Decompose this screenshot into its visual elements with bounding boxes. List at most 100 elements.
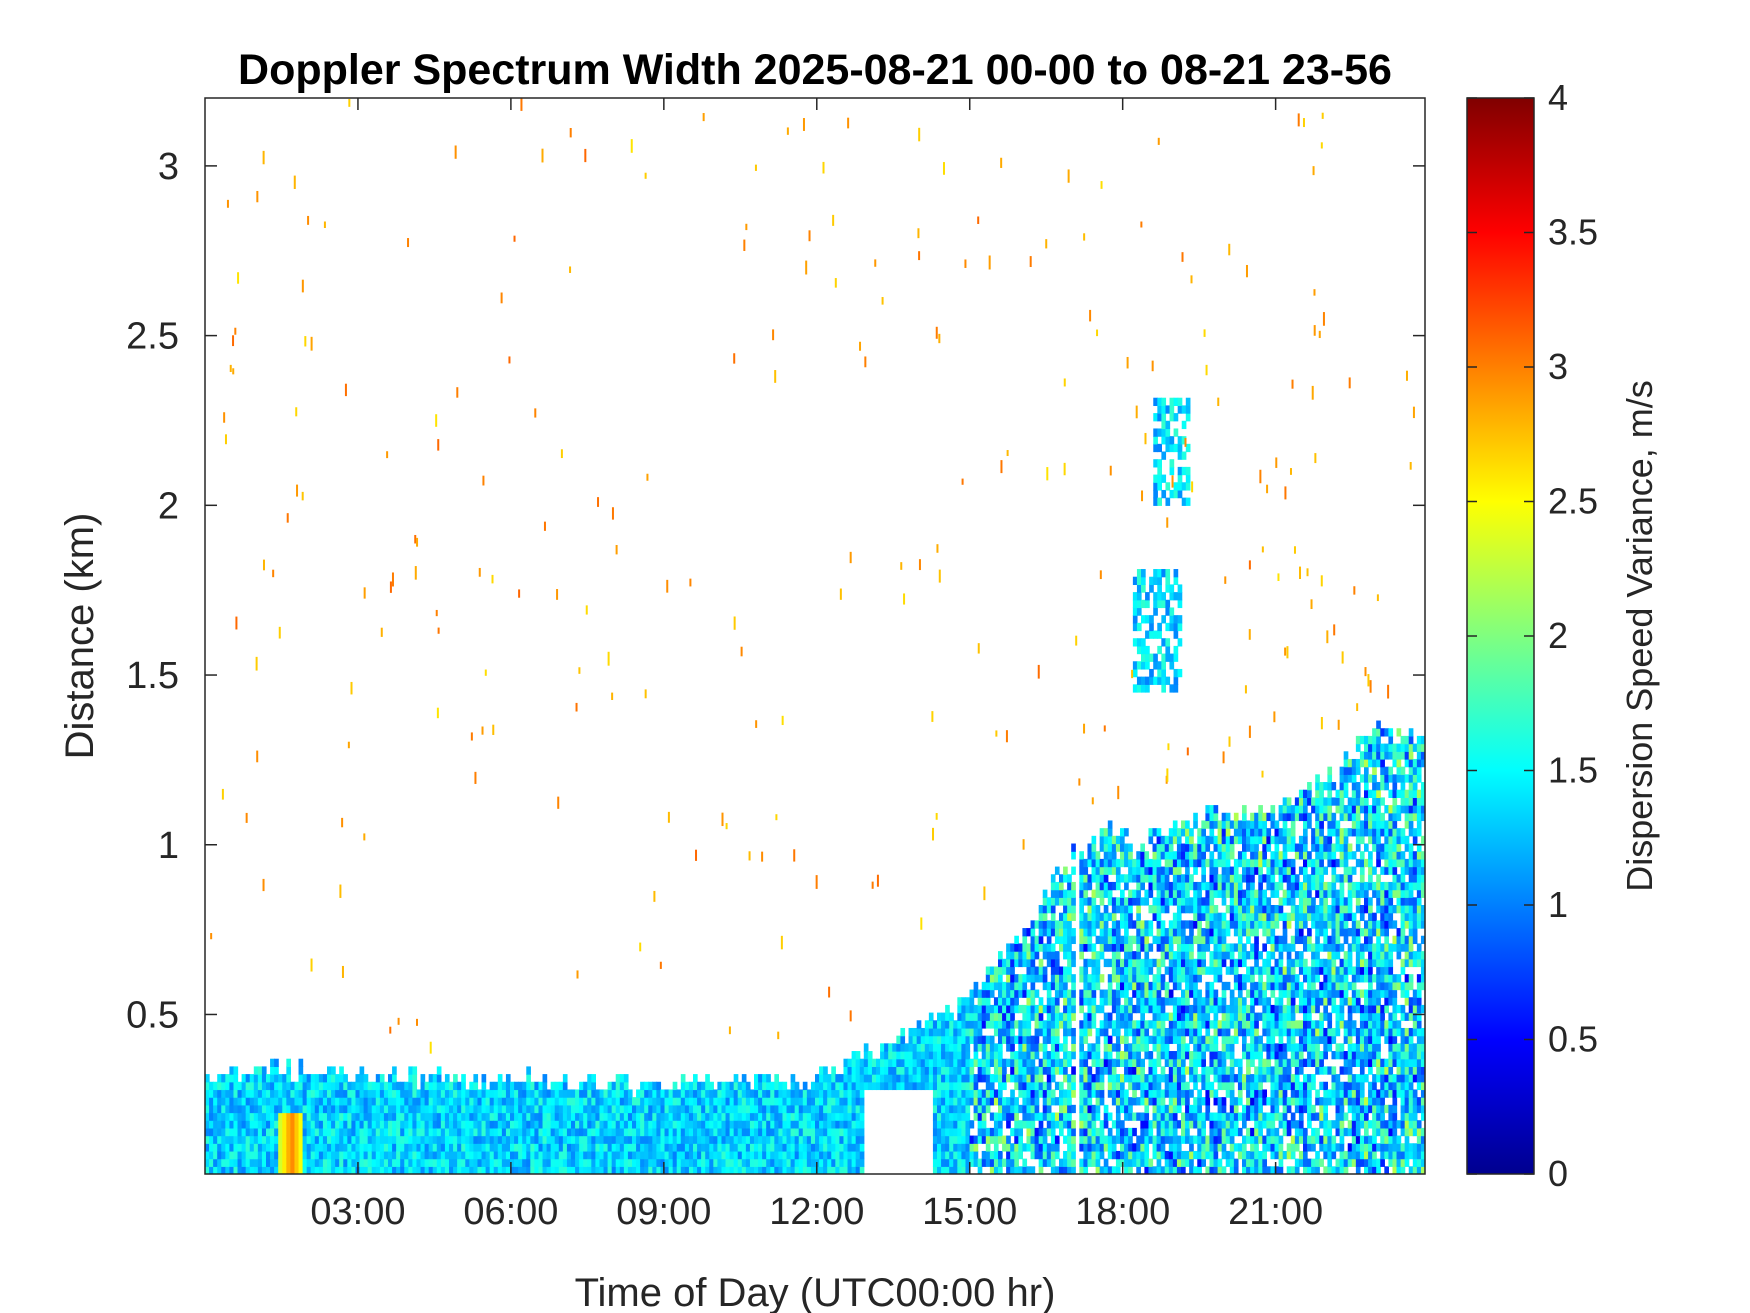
heatmap-cell bbox=[957, 1058, 962, 1067]
heatmap-cell bbox=[1091, 1127, 1097, 1137]
heatmap-cell bbox=[1229, 1120, 1235, 1129]
heatmap-cell bbox=[1152, 997, 1158, 1006]
heatmap-cell bbox=[1266, 935, 1272, 945]
heatmap-cell bbox=[684, 1143, 690, 1152]
heatmap-cell bbox=[1083, 1051, 1089, 1060]
heatmap-cell bbox=[444, 1143, 450, 1152]
heatmap-cell bbox=[1189, 958, 1194, 968]
heatmap-cell bbox=[1026, 1020, 1032, 1029]
heatmap-cell bbox=[314, 1150, 320, 1160]
heatmap-cell bbox=[1136, 858, 1141, 868]
heatmap-cell bbox=[1111, 958, 1117, 968]
heatmap-cell bbox=[1059, 1127, 1064, 1137]
heatmap-cell bbox=[1221, 1043, 1227, 1052]
heatmap-cell bbox=[1107, 820, 1113, 829]
heatmap-cell bbox=[611, 1120, 617, 1129]
heatmap-cell bbox=[1270, 805, 1276, 814]
heatmap-cell bbox=[355, 1081, 361, 1091]
heatmap-cell bbox=[1266, 958, 1272, 968]
heatmap-cell bbox=[1176, 997, 1182, 1006]
heatmap-cell bbox=[1026, 951, 1032, 960]
heatmap-cell bbox=[1148, 989, 1154, 998]
heatmap-cell bbox=[1278, 1020, 1284, 1029]
heatmap-cell bbox=[688, 1089, 694, 1098]
heatmap-cell bbox=[949, 1150, 954, 1160]
heatmap-cell bbox=[603, 1120, 609, 1129]
heatmap-cell bbox=[1160, 1027, 1166, 1037]
heatmap-cell bbox=[1209, 866, 1215, 875]
heatmap-cell bbox=[774, 1112, 779, 1121]
heatmap-cell bbox=[392, 1081, 397, 1091]
heatmap-cell bbox=[1213, 1135, 1219, 1144]
heatmap-cell bbox=[1168, 1051, 1174, 1060]
heatmap-cell bbox=[1079, 1027, 1084, 1037]
heatmap-cell bbox=[270, 1166, 275, 1174]
heatmap-cell bbox=[396, 1112, 401, 1121]
heatmap-cell bbox=[383, 1089, 389, 1098]
heatmap-cell bbox=[619, 1166, 625, 1174]
heatmap-cell bbox=[485, 1104, 491, 1114]
heatmap-cell bbox=[261, 1066, 267, 1075]
heatmap-cell bbox=[607, 1158, 613, 1167]
heatmap-cell bbox=[863, 1066, 869, 1075]
heatmap-cell bbox=[1201, 820, 1206, 829]
heatmap-cell bbox=[1128, 851, 1133, 860]
heatmap-cell bbox=[1181, 920, 1186, 929]
heatmap-cell bbox=[985, 974, 991, 983]
heatmap-cell bbox=[1201, 1051, 1206, 1060]
heatmap-cell bbox=[510, 1104, 515, 1114]
heatmap-cell bbox=[1099, 874, 1105, 883]
heatmap-cell bbox=[1160, 935, 1166, 945]
heatmap-cell bbox=[1095, 912, 1101, 921]
heatmap-cell bbox=[1213, 835, 1219, 845]
heatmap-cell bbox=[721, 1158, 727, 1167]
heatmap-cell bbox=[1176, 843, 1182, 852]
heatmap-cell bbox=[721, 1150, 727, 1160]
heatmap-cell bbox=[928, 1043, 934, 1052]
heatmap-cell bbox=[274, 1158, 279, 1167]
heatmap-cell bbox=[1140, 851, 1145, 860]
heatmap-cell bbox=[1079, 881, 1084, 891]
heatmap-cell bbox=[733, 1143, 739, 1152]
heatmap-cell bbox=[766, 1097, 771, 1106]
heatmap-cell bbox=[1233, 820, 1239, 829]
heatmap-cell bbox=[1124, 1074, 1129, 1083]
heatmap-cell bbox=[371, 1150, 377, 1160]
heatmap-cell bbox=[1278, 1043, 1284, 1052]
heatmap-cell bbox=[392, 1104, 397, 1114]
heatmap-cell bbox=[1120, 943, 1125, 952]
heatmap-cell bbox=[233, 1112, 239, 1121]
heatmap-cell bbox=[741, 1089, 747, 1098]
heatmap-cell bbox=[977, 1158, 983, 1167]
heatmap-cell bbox=[1168, 1112, 1174, 1121]
heatmap-cell bbox=[823, 1081, 828, 1091]
heatmap-cell bbox=[257, 1089, 263, 1098]
heatmap-cell bbox=[623, 1127, 629, 1137]
heatmap-cell bbox=[1124, 966, 1129, 975]
heatmap-cell bbox=[1038, 974, 1044, 983]
heatmap-cell bbox=[1140, 1143, 1145, 1152]
heatmap-cell bbox=[1242, 866, 1247, 875]
heatmap-cell bbox=[322, 1112, 328, 1121]
heatmap-cell bbox=[1229, 1058, 1235, 1067]
heatmap-cell bbox=[375, 1089, 381, 1098]
heatmap-cell bbox=[1156, 1043, 1162, 1052]
heatmap-cell bbox=[1095, 951, 1101, 960]
heatmap-cell bbox=[1095, 981, 1101, 991]
heatmap-cell bbox=[371, 1143, 377, 1152]
heatmap-cell bbox=[1030, 1043, 1036, 1052]
heatmap-cell bbox=[993, 1150, 999, 1160]
heatmap-cell bbox=[595, 1089, 601, 1098]
heatmap-cell bbox=[566, 1097, 572, 1106]
heatmap-cell bbox=[1140, 897, 1145, 906]
heatmap-cell bbox=[1168, 828, 1174, 837]
heatmap-cell bbox=[839, 1143, 845, 1152]
heatmap-cell bbox=[274, 1074, 279, 1083]
heatmap-cell bbox=[1266, 866, 1272, 875]
heatmap-cell bbox=[1172, 1127, 1178, 1137]
heatmap-cell bbox=[1115, 1051, 1121, 1060]
heatmap-cell bbox=[331, 1104, 336, 1114]
heatmap-cell bbox=[815, 1150, 820, 1160]
heatmap-cell bbox=[1095, 889, 1101, 898]
heatmap-cell bbox=[1002, 989, 1007, 998]
